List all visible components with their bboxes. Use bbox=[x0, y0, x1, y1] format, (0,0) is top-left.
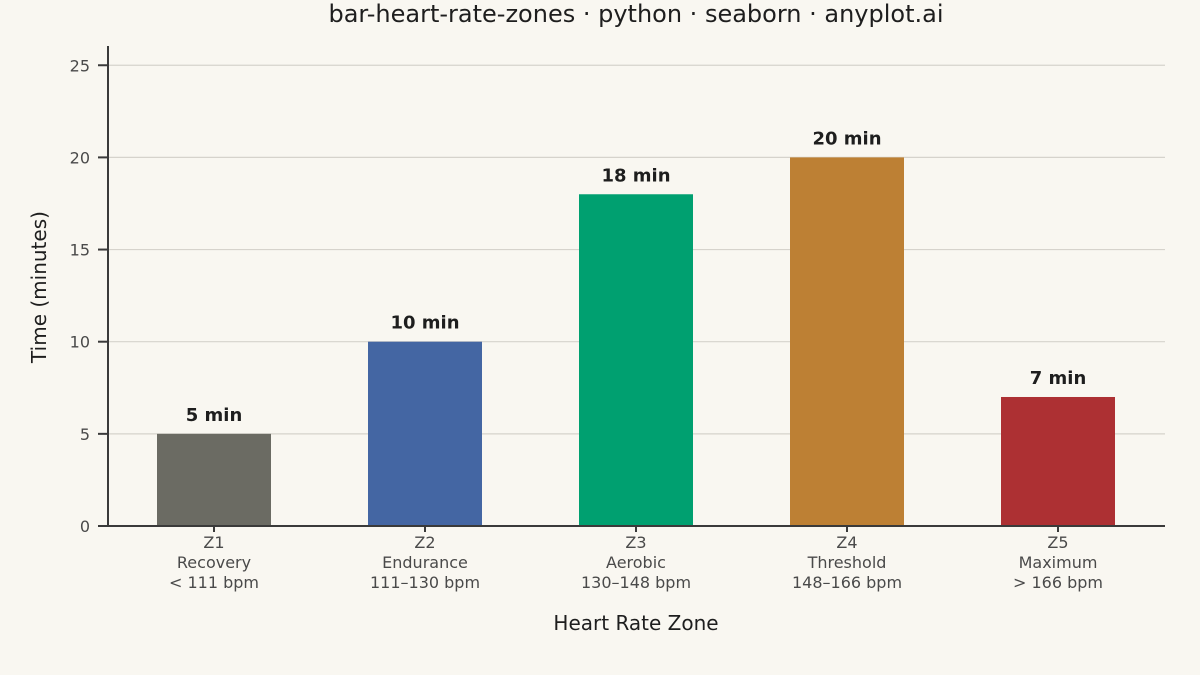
bar-data-label: 10 min bbox=[390, 313, 459, 334]
x-tick-range-label: 148–166 bpm bbox=[792, 573, 902, 592]
bar-data-label: 18 min bbox=[601, 165, 670, 186]
y-axis-label: Time (minutes) bbox=[27, 211, 51, 364]
bar-z4 bbox=[790, 157, 904, 526]
y-tick-label: 0 bbox=[80, 517, 90, 536]
y-tick-label: 5 bbox=[80, 425, 90, 444]
bar-data-label: 7 min bbox=[1030, 368, 1087, 389]
bar-z5 bbox=[1001, 396, 1115, 526]
bar-z3 bbox=[579, 194, 693, 526]
y-tick-label: 25 bbox=[70, 56, 90, 75]
bar-data-labels: 5 min 10 min 18 min 20 min 7 min bbox=[186, 128, 1087, 425]
x-tick-name-label: Threshold bbox=[807, 553, 887, 572]
x-tick-name-label: Maximum bbox=[1019, 553, 1098, 572]
x-tick-name-label: Aerobic bbox=[606, 553, 666, 572]
y-tick-label: 20 bbox=[70, 148, 90, 167]
x-tick-range-label: < 111 bpm bbox=[169, 573, 259, 592]
bar-z1 bbox=[157, 433, 271, 526]
x-tick-range-label: 111–130 bpm bbox=[370, 573, 480, 592]
x-tick-zone-label: Z4 bbox=[836, 533, 857, 552]
x-tick-range-label: > 166 bpm bbox=[1013, 573, 1103, 592]
y-tick-label: 15 bbox=[70, 241, 90, 260]
x-tick-name-label: Endurance bbox=[382, 553, 468, 572]
chart-title: bar-heart-rate-zones · python · seaborn … bbox=[328, 0, 943, 28]
y-axis-ticks: 0 5 10 15 20 25 bbox=[70, 56, 108, 536]
x-tick-zone-label: Z2 bbox=[414, 533, 435, 552]
x-tick-name-label: Recovery bbox=[177, 553, 251, 572]
bar-z2 bbox=[368, 341, 482, 526]
x-tick-range-label: 130–148 bpm bbox=[581, 573, 691, 592]
x-tick-zone-label: Z1 bbox=[203, 533, 224, 552]
bar-data-label: 5 min bbox=[186, 405, 243, 426]
x-tick-zone-label: Z3 bbox=[625, 533, 646, 552]
bar-series bbox=[157, 157, 1115, 526]
bar-data-label: 20 min bbox=[812, 128, 881, 149]
x-tick-zone-label: Z5 bbox=[1047, 533, 1068, 552]
y-tick-label: 10 bbox=[70, 333, 90, 352]
x-axis-label: Heart Rate Zone bbox=[553, 611, 718, 635]
